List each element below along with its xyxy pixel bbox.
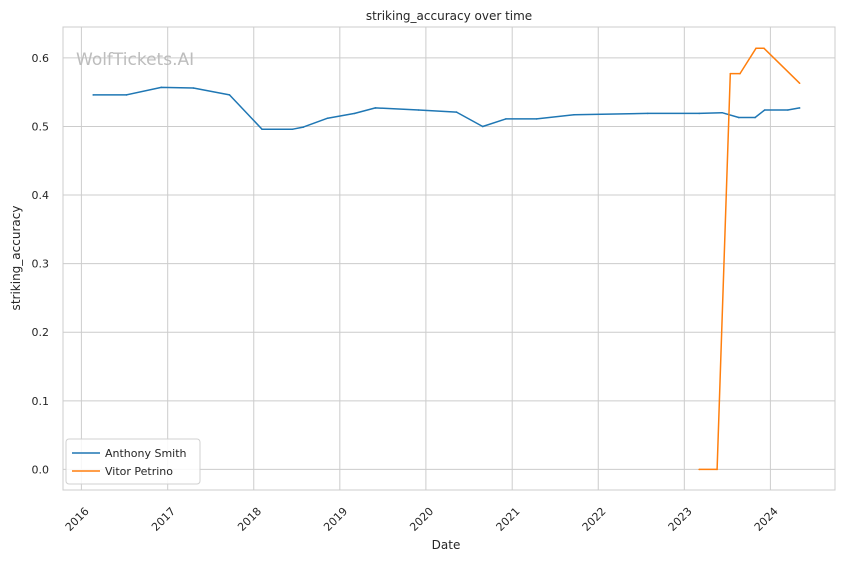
y-tick-label-0: 0.0 <box>32 463 50 476</box>
y-axis-ticks: 0.0 0.1 0.2 0.3 0.4 0.5 0.6 <box>32 52 50 477</box>
legend-box <box>65 438 201 485</box>
data-point-anthony-smith-21 <box>754 116 756 119</box>
data-point-anthony-smith-1 <box>125 94 128 96</box>
data-point-anthony-smith-22 <box>763 109 766 111</box>
data-point-anthony-smith-6 <box>291 128 294 131</box>
data-point-anthony-smith-24 <box>798 107 801 109</box>
data-point-anthony-smith-2 <box>160 86 163 89</box>
data-point-anthony-smith-16 <box>573 113 575 116</box>
data-point-anthony-smith-11 <box>417 109 420 111</box>
watermark: WolfTickets.AI <box>76 50 194 70</box>
data-point-anthony-smith-0 <box>92 94 94 96</box>
data-point-anthony-smith-18 <box>698 112 700 115</box>
legend: Anthony Smith Vitor Petrino <box>65 438 201 485</box>
data-point-anthony-smith-12 <box>455 111 458 113</box>
y-tick-label-3: 0.3 <box>32 258 50 271</box>
data-point-vitor-petrino-6 <box>798 82 801 85</box>
data-point-anthony-smith-23 <box>787 109 789 111</box>
data-point-anthony-smith-17 <box>646 112 649 115</box>
data-point-vitor-petrino-5 <box>763 47 765 50</box>
data-point-anthony-smith-20 <box>737 116 740 119</box>
data-point-anthony-smith-15 <box>535 118 538 120</box>
data-point-anthony-smith-7 <box>302 126 305 128</box>
data-point-anthony-smith-14 <box>505 118 507 120</box>
data-point-anthony-smith-9 <box>353 112 356 115</box>
data-point-anthony-smith-5 <box>261 128 263 131</box>
data-point-vitor-petrino-0 <box>698 468 700 471</box>
data-point-anthony-smith-8 <box>326 117 329 120</box>
series-lines <box>92 47 801 471</box>
legend-label-anthony-smith: Anthony Smith <box>105 447 187 460</box>
plot-frame <box>62 26 836 491</box>
data-point-vitor-petrino-2 <box>729 72 732 75</box>
data-point-vitor-petrino-4 <box>755 47 757 50</box>
y-tick-label-6: 0.6 <box>32 52 50 65</box>
y-axis-title: striking_accuracy <box>9 206 23 311</box>
data-point-anthony-smith-19 <box>721 111 723 114</box>
chart-title: striking_accuracy over time <box>366 9 532 23</box>
y-tick-label-4: 0.4 <box>32 189 50 202</box>
y-tick-label-2: 0.2 <box>32 326 50 339</box>
data-point-vitor-petrino-1 <box>716 468 718 471</box>
data-point-anthony-smith-3 <box>192 87 195 89</box>
y-tick-label-1: 0.1 <box>32 395 50 408</box>
data-point-anthony-smith-13 <box>481 125 484 128</box>
data-point-anthony-smith-10 <box>374 107 377 109</box>
y-tick-label-5: 0.5 <box>32 120 50 133</box>
data-point-vitor-petrino-3 <box>739 72 741 75</box>
legend-label-vitor-petrino: Vitor Petrino <box>105 465 173 478</box>
x-axis-title: Date <box>432 538 461 552</box>
data-point-anthony-smith-4 <box>228 94 231 96</box>
